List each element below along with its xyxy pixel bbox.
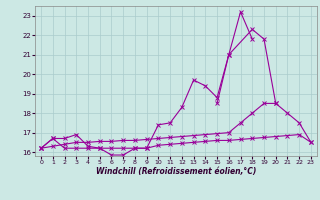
X-axis label: Windchill (Refroidissement éolien,°C): Windchill (Refroidissement éolien,°C) — [96, 167, 256, 176]
